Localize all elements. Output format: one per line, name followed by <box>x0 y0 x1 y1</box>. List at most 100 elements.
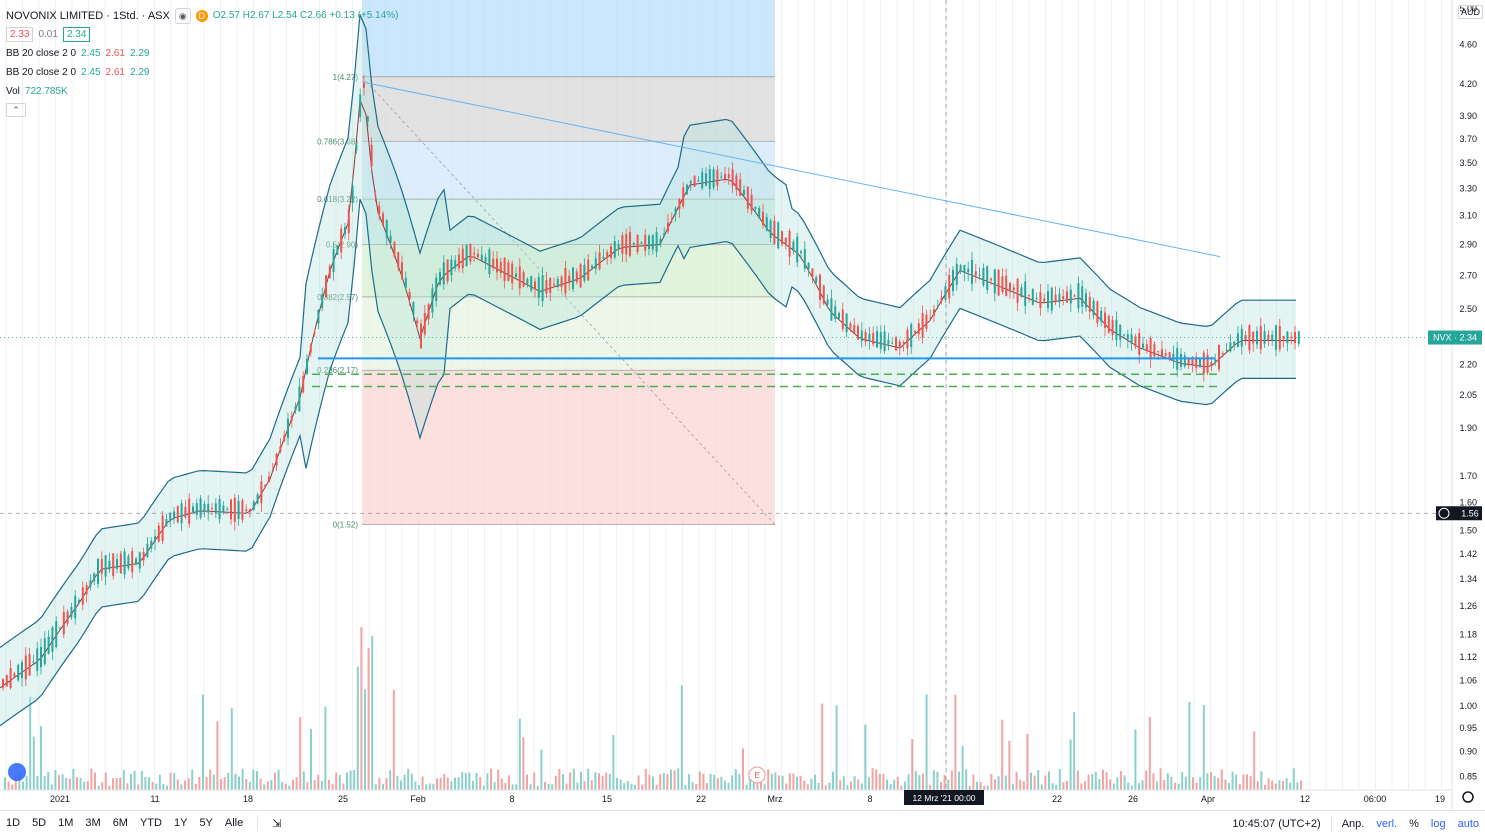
volume-bar <box>490 768 492 790</box>
log-scale-button[interactable]: log <box>1430 817 1446 830</box>
gear-icon <box>1462 791 1474 803</box>
candle <box>1244 334 1247 341</box>
auto-scale-button[interactable]: auto <box>1457 817 1479 830</box>
volume-bar <box>590 780 593 790</box>
candle <box>682 187 685 207</box>
candle <box>70 607 73 618</box>
volume-bar <box>1055 784 1058 790</box>
volume-bar <box>482 785 485 790</box>
time-tick-label: 12 <box>1300 794 1310 804</box>
candle <box>233 497 236 522</box>
candle <box>480 254 483 261</box>
candle <box>1233 341 1236 346</box>
volume-bar <box>1256 781 1259 790</box>
earnings-marker-text: E <box>754 771 759 780</box>
tf-all[interactable]: Alle <box>224 817 244 829</box>
date-range-icon[interactable]: ⇲ <box>272 817 282 830</box>
indicator-volume[interactable]: Vol 722.785K <box>6 85 68 97</box>
tf-3m[interactable]: 3M <box>85 817 101 829</box>
tf-6m[interactable]: 6M <box>112 817 128 829</box>
candle <box>302 376 305 393</box>
currency-label[interactable]: AUD <box>1458 5 1484 19</box>
tf-1m[interactable]: 1M <box>58 817 74 829</box>
candle <box>17 664 20 681</box>
volume-bar <box>792 773 795 790</box>
volume-bar <box>522 737 525 790</box>
volume-bar <box>547 783 550 790</box>
sell-price-button[interactable]: 2.33 <box>6 27 34 42</box>
volume-bar <box>662 773 665 790</box>
percent-scale-button[interactable]: % <box>1409 817 1419 830</box>
tf-1y[interactable]: 1Y <box>173 817 188 829</box>
volume-bar <box>252 769 255 790</box>
candle <box>731 169 734 187</box>
fib-level-label: 1(4.27) <box>333 73 359 82</box>
candle <box>176 506 179 523</box>
volume-bar <box>295 777 298 790</box>
tf-1d[interactable]: 1D <box>6 817 21 829</box>
volume-bar <box>1170 776 1173 790</box>
candle <box>997 270 1000 296</box>
price-tick-label: 1.42 <box>1459 549 1477 559</box>
volume-bar <box>180 784 183 790</box>
volume-bar <box>1213 776 1216 790</box>
chart-canvas[interactable]: 1(4.27)0.786(3.68)0.618(3.22)0.5(2.90)0.… <box>0 0 1485 810</box>
collapse-legend-button[interactable]: ⌃ <box>6 103 26 117</box>
volume-bar <box>137 784 140 790</box>
candle <box>758 208 761 219</box>
time-tick-label: 22 <box>1052 794 1062 804</box>
candle <box>355 144 358 151</box>
candle <box>583 265 586 281</box>
volume-bar <box>169 772 172 790</box>
volume-bar <box>922 773 924 790</box>
candle <box>325 275 327 298</box>
candle <box>161 515 164 541</box>
candle <box>1214 359 1217 362</box>
volume-bar <box>1130 785 1133 790</box>
volume-bar <box>227 773 230 790</box>
indicator-bb-2[interactable]: BB 20 close 2 0 2.45 2.61 2.29 <box>6 66 150 78</box>
clock-display[interactable]: 10:45:07 (UTC+2) <box>1232 817 1321 830</box>
volume-bar <box>932 770 935 790</box>
tf-ytd[interactable]: YTD <box>139 817 162 829</box>
candle <box>241 500 244 520</box>
buy-price-button[interactable]: 2.34 <box>62 27 91 42</box>
candle <box>982 268 985 286</box>
eye-icon[interactable]: ◉ <box>174 7 191 24</box>
candle <box>157 525 160 542</box>
candle <box>195 503 198 515</box>
candle <box>97 558 99 584</box>
volume-bar <box>1159 768 1162 790</box>
candle <box>640 242 643 244</box>
volume-bar <box>360 626 363 790</box>
volume-bar <box>313 780 316 790</box>
tf-5y[interactable]: 5Y <box>199 817 213 829</box>
candle <box>142 551 145 561</box>
candle <box>1050 287 1053 311</box>
fib-zone-top <box>362 0 775 77</box>
volume-bar <box>414 781 417 790</box>
candle <box>43 638 46 665</box>
candle <box>332 249 335 273</box>
symbol-title[interactable]: NOVONIX LIMITED · 1Std. · ASX <box>6 9 170 22</box>
volume-bar <box>637 775 640 790</box>
volume-bar <box>781 775 784 790</box>
indicator-bb-1[interactable]: BB 20 close 2 0 2.45 2.61 2.29 <box>6 47 150 59</box>
volume-bar <box>731 775 734 790</box>
volume-bar <box>126 783 129 790</box>
price-tick-label: 2.70 <box>1459 271 1477 281</box>
candle <box>488 249 491 274</box>
volume-bar <box>97 785 100 790</box>
adjust-button[interactable]: Anp. <box>1341 817 1365 830</box>
volume-bar <box>241 768 244 790</box>
candle <box>1107 316 1110 333</box>
extended-hours-button[interactable]: verl. <box>1376 817 1398 830</box>
candle <box>598 252 601 270</box>
candle <box>697 180 700 182</box>
volume-bar <box>1174 782 1176 790</box>
volume-bar <box>1109 779 1112 790</box>
price-tick-label: 4.20 <box>1459 79 1477 89</box>
candle <box>1294 332 1296 344</box>
candle <box>199 498 202 518</box>
tf-5d[interactable]: 5D <box>32 817 47 829</box>
